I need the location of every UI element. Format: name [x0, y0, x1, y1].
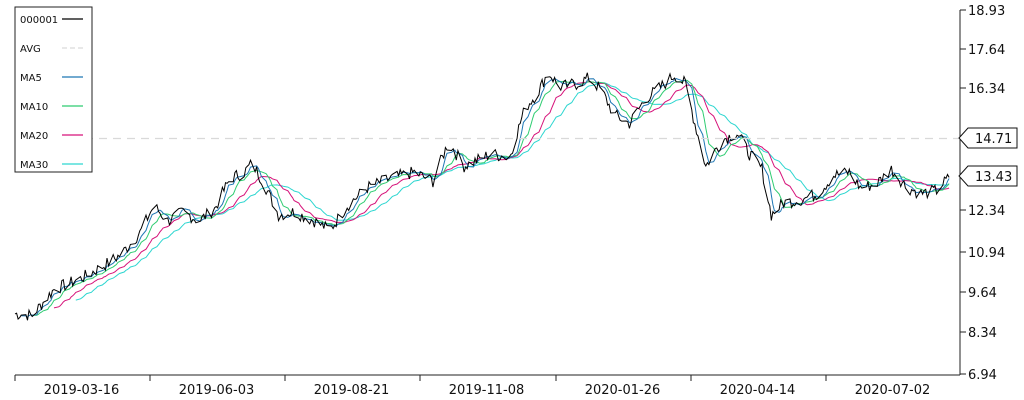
last-price-tag: 13.43 — [958, 165, 1018, 187]
avg-price-tag-label: 14.71 — [975, 132, 1012, 147]
series-line-ma20 — [53, 81, 950, 309]
legend-label-000001: 000001 — [20, 15, 58, 26]
y-tick-label: 12.34 — [968, 204, 1005, 219]
y-tick-label: 6.94 — [968, 368, 997, 383]
x-tick-label: 2019-11-08 — [449, 383, 525, 398]
price-layer — [14, 72, 950, 321]
x-tick-label: 2020-01-26 — [585, 383, 661, 398]
legend-label-ma20: MA20 — [20, 131, 48, 142]
last-price-tag-label: 13.43 — [975, 170, 1012, 185]
series-line-ma5 — [21, 77, 950, 319]
avg-price-tag: 14.71 — [958, 127, 1018, 149]
x-tick-label: 2019-08-21 — [314, 383, 390, 398]
x-tick-label: 2020-04-14 — [720, 383, 796, 398]
legend-box — [14, 6, 93, 173]
legend: 000001 AVG MA5 MA10 MA20 MA30 — [14, 6, 93, 173]
y-tick-label: 8.34 — [968, 326, 997, 341]
last-price-tag-shape — [958, 165, 1018, 187]
x-tick-label: 2019-03-16 — [44, 383, 120, 398]
x-tick-label: 2020-07-02 — [855, 383, 931, 398]
legend-label-ma10: MA10 — [20, 102, 48, 113]
legend-label-ma5: MA5 — [20, 73, 42, 84]
x-axis-ticks: 2019-03-16 2019-06-03 2019-08-21 2019-11-08… — [14, 375, 931, 398]
x-tick-label: 2019-06-03 — [179, 383, 255, 398]
y-tick-label: 17.64 — [968, 43, 1005, 58]
legend-label-ma30: MA30 — [20, 160, 48, 171]
series-line-ma30 — [75, 82, 950, 301]
series-line-000001 — [14, 72, 950, 321]
y-tick-label: 16.34 — [968, 82, 1005, 97]
avg-price-tag-shape — [958, 127, 1018, 149]
y-tick-label: 10.94 — [968, 246, 1005, 261]
y-tick-label: 9.64 — [968, 286, 997, 301]
y-axis-ticks: 18.9317.6416.3414.7113.4312.3410.949.648… — [960, 4, 1005, 383]
y-tick-label: 18.93 — [968, 4, 1005, 19]
moving-average-layer — [21, 77, 950, 319]
legend-label-avg: AVG — [20, 44, 41, 55]
